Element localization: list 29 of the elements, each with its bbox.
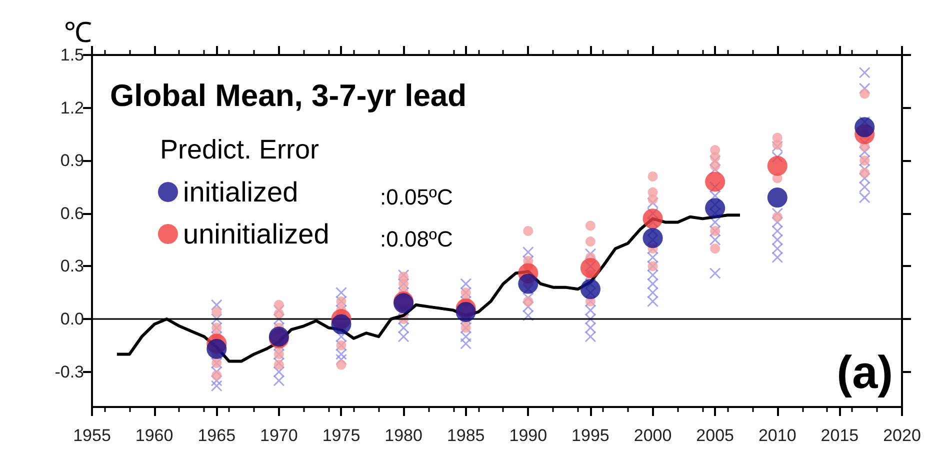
x-tick-label: 2015 bbox=[820, 426, 859, 445]
x-tick-label: 2020 bbox=[883, 426, 921, 445]
legend-label: uninitialized bbox=[183, 218, 330, 250]
x-tick-label: 1980 bbox=[384, 426, 422, 445]
y-tick-label: 0.0 bbox=[60, 310, 84, 328]
x-tick-label: 1960 bbox=[135, 426, 174, 445]
x-tick-label: 2000 bbox=[634, 426, 672, 445]
x-tick-label: 2010 bbox=[758, 426, 796, 445]
annotation: :0.08ºC bbox=[380, 226, 453, 252]
x-tick-label: 2005 bbox=[696, 426, 734, 445]
x-tick-label: 1975 bbox=[322, 426, 360, 445]
annotation: :0.05ºC bbox=[380, 184, 453, 210]
y-axis-title: ℃ bbox=[64, 17, 92, 48]
text: Global Mean, 3-7-yr lead bbox=[110, 78, 467, 113]
x-tick-label: 1970 bbox=[260, 426, 298, 445]
x-tick-label: 1985 bbox=[446, 426, 485, 445]
y-tick-label: 1.2 bbox=[60, 98, 84, 118]
annotation: (a) bbox=[836, 346, 894, 398]
x-tick-label: 1955 bbox=[73, 426, 111, 445]
x-tick-label: 1965 bbox=[198, 426, 236, 445]
x-tick-label: 1995 bbox=[572, 426, 610, 445]
x-tick-label: 1990 bbox=[509, 426, 548, 445]
y-tick-label: 0.3 bbox=[60, 256, 84, 276]
legend-label: initialized bbox=[183, 176, 298, 208]
y-tick-label: -0.3 bbox=[54, 362, 84, 382]
y-tick-label: 0.6 bbox=[60, 204, 84, 223]
y-tick-label: 0.9 bbox=[60, 151, 84, 170]
y-tick-label: 1.5 bbox=[60, 46, 84, 64]
legend-title: Predict. Error bbox=[160, 134, 320, 164]
